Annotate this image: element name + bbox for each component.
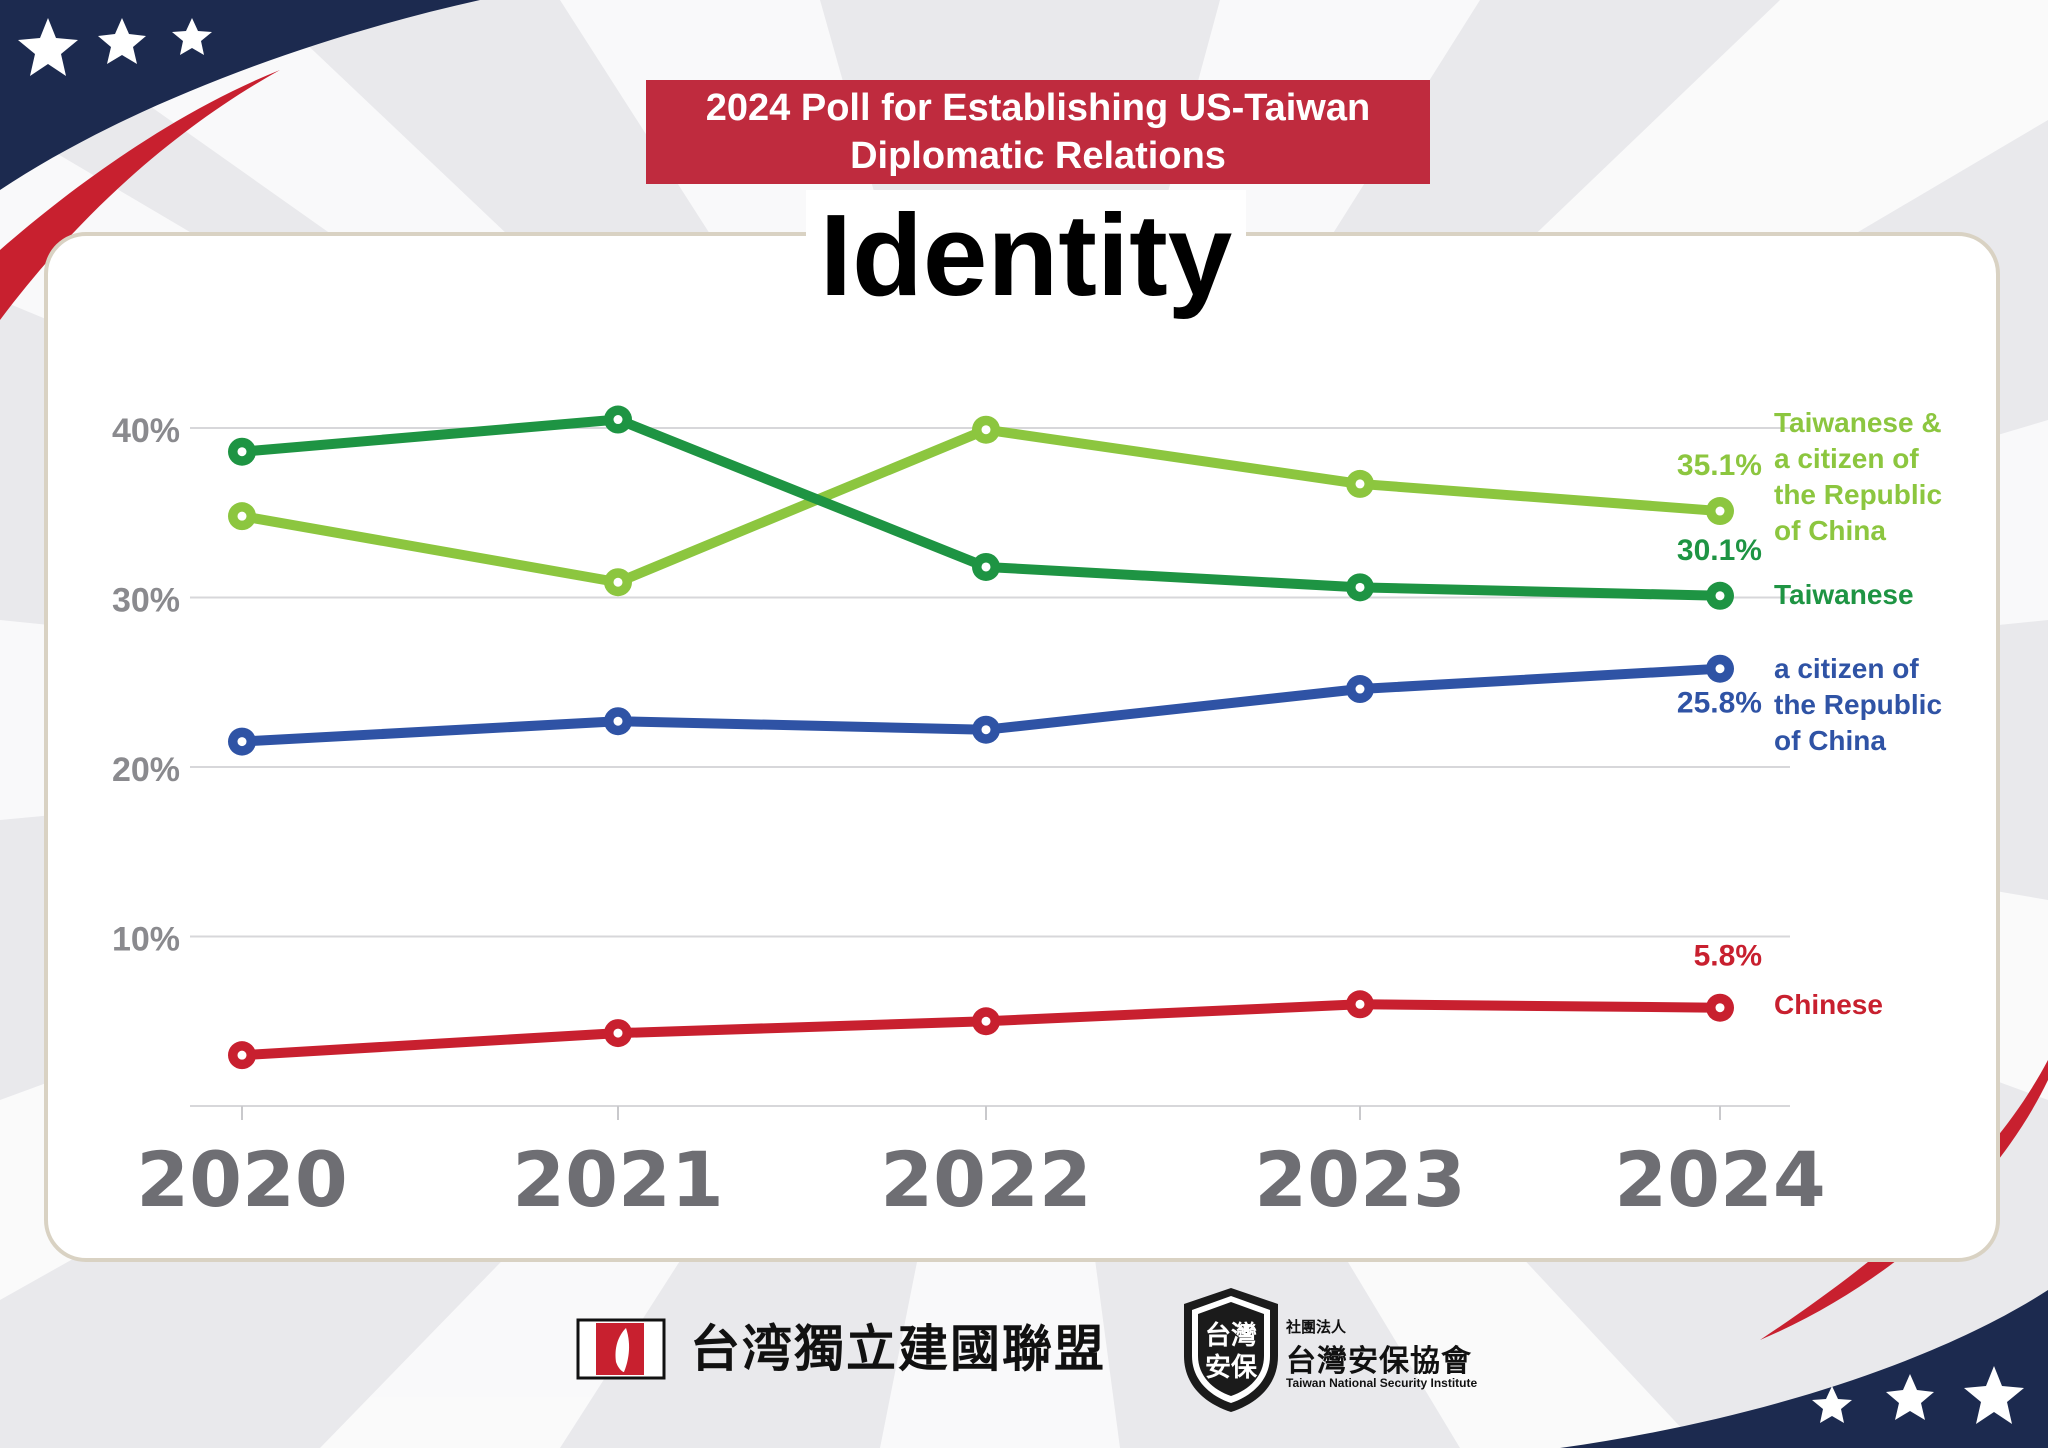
x-tick-label: 2022 xyxy=(880,1135,1092,1224)
security-institute-badge-icon: 台灣 安保 xyxy=(1184,1288,1278,1412)
badge-text-top: 台灣 xyxy=(1205,1320,1257,1351)
data-point-center xyxy=(981,425,991,435)
badge-text-bottom: 安保 xyxy=(1205,1353,1258,1383)
poll-title-banner: 2024 Poll for Establishing US-Taiwan Dip… xyxy=(646,80,1430,184)
data-point-center xyxy=(1355,684,1365,694)
end-value-label: 30.1% xyxy=(1677,534,1762,567)
data-point-center xyxy=(237,737,247,747)
data-point-center xyxy=(981,1016,991,1026)
series-name-label: the Republic xyxy=(1774,479,1942,510)
data-point-center xyxy=(613,415,623,425)
y-tick-label: 40% xyxy=(112,412,180,450)
data-point-center xyxy=(1715,591,1725,601)
org2-type-label: 社團法人 xyxy=(1286,1318,1347,1336)
data-point-center xyxy=(1715,1003,1725,1013)
data-point-center xyxy=(1355,479,1365,489)
org2-english-name: Taiwan National Security Institute xyxy=(1286,1376,1478,1390)
end-value-label: 35.1% xyxy=(1677,449,1762,482)
series-name-label: a citizen of xyxy=(1774,653,1919,684)
series-name-label: Chinese xyxy=(1774,989,1883,1020)
data-point-center xyxy=(237,1050,247,1060)
taiwan-flag-logo-icon xyxy=(576,1318,666,1380)
x-tick-label: 2020 xyxy=(136,1135,348,1224)
corner-swoosh-bottom-right xyxy=(1560,1290,2048,1448)
banner-line-1: 2024 Poll for Establishing US-Taiwan xyxy=(705,87,1371,129)
data-point-center xyxy=(1355,582,1365,592)
x-tick-label: 2023 xyxy=(1254,1135,1466,1224)
data-point-center xyxy=(981,562,991,572)
data-point-center xyxy=(1355,999,1365,1009)
star-icon-group-bottom-right xyxy=(1812,1366,2024,1424)
org2-name: 台灣安保協會 xyxy=(1286,1344,1472,1379)
series-name-label: of China xyxy=(1774,725,1886,756)
data-point-center xyxy=(981,725,991,735)
data-point-center xyxy=(1715,506,1725,516)
series-name-label: of China xyxy=(1774,515,1886,546)
series-name-label: Taiwanese xyxy=(1774,579,1914,610)
y-tick-label: 10% xyxy=(112,921,180,959)
chart-card xyxy=(44,232,2000,1262)
series-name-label: the Republic xyxy=(1774,689,1942,720)
series-name-label: a citizen of xyxy=(1774,443,1919,474)
star-icon-group-top-left xyxy=(18,18,212,76)
data-point-center xyxy=(613,716,623,726)
x-tick-label: 2021 xyxy=(512,1135,724,1224)
y-tick-label: 20% xyxy=(112,751,180,789)
data-point-center xyxy=(1715,664,1725,674)
series-name-label: Taiwanese & xyxy=(1774,407,1942,438)
data-point-center xyxy=(613,577,623,587)
y-tick-label: 30% xyxy=(112,582,180,620)
data-point-center xyxy=(237,447,247,457)
data-point-center xyxy=(237,511,247,521)
x-tick-label: 2024 xyxy=(1614,1135,1826,1224)
end-value-label: 5.8% xyxy=(1694,940,1762,973)
end-value-label: 25.8% xyxy=(1677,687,1762,720)
banner-line-2: Diplomatic Relations xyxy=(850,135,1226,177)
data-point-center xyxy=(613,1028,623,1038)
chart-title: Identity xyxy=(806,190,1246,320)
org1-name: 台湾獨立建國聯盟 xyxy=(690,1319,1106,1378)
